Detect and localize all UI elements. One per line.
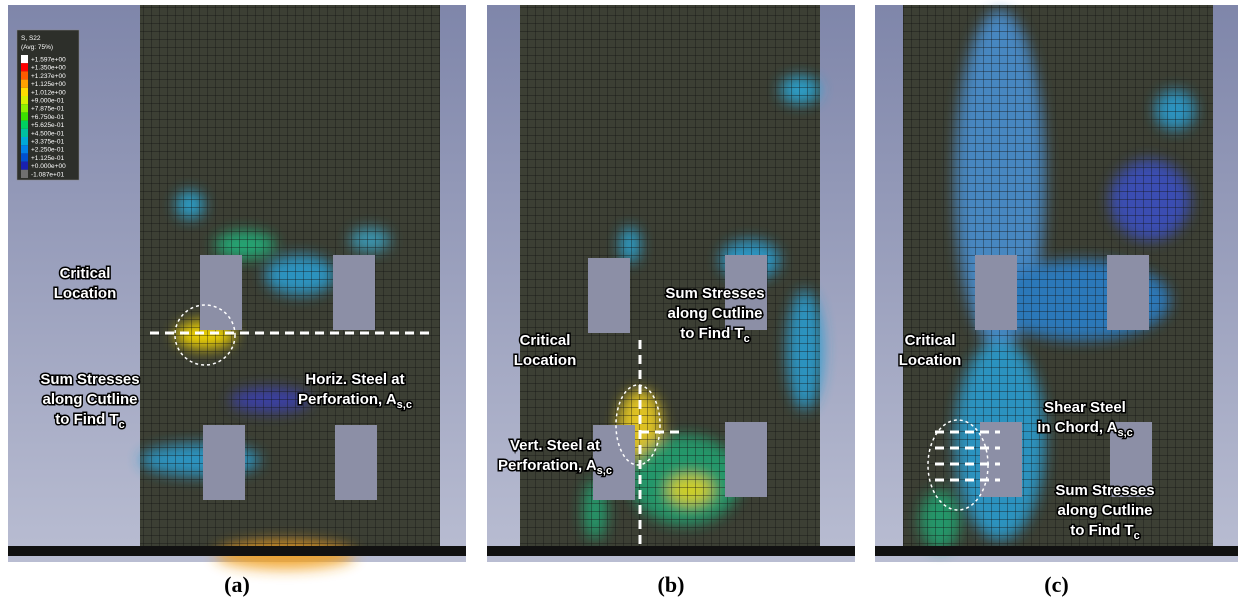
panel-label: (b) <box>658 572 685 597</box>
legend-swatch <box>21 55 28 63</box>
legend-swatch <box>21 96 28 104</box>
perforation <box>200 255 242 330</box>
panel-label: (c) <box>1044 572 1068 597</box>
legend-label: +2.250e-01 <box>31 147 64 154</box>
legend-label: +1.597e+00 <box>31 57 66 64</box>
legend-subtitle: (Avg: 75%) <box>21 44 53 51</box>
perforation <box>725 422 767 497</box>
annotation-line: Sum Stresses <box>665 285 764 302</box>
legend: S, S22 (Avg: 75%) +1.597e+00+1.350e+00+1.2… <box>17 30 79 180</box>
legend-label: +1.125e+00 <box>31 81 66 88</box>
panel: (c) Critical Location Shear Steel in Chord, … <box>875 5 1238 597</box>
legend-label: +4.500e-01 <box>31 130 64 137</box>
ground <box>875 546 1238 556</box>
perforation <box>975 255 1017 330</box>
annotation-line: along Cutline <box>668 305 763 322</box>
figure: (a) Critical Location Sum Stresses along Cut… <box>0 0 1245 605</box>
legend-swatch <box>21 104 28 112</box>
annotation-line: to Find T <box>680 325 743 342</box>
legend-swatch <box>21 88 28 96</box>
annotation-line: Shear Steel <box>1044 399 1126 416</box>
legend-swatch <box>21 63 28 71</box>
perforation <box>335 425 377 500</box>
perforation <box>1107 255 1149 330</box>
annotation: Vert. Steel at Perforation, As,c <box>498 437 612 477</box>
mesh <box>903 5 1213 550</box>
annotation-line: Location <box>54 285 117 302</box>
subscript: s,c <box>1117 427 1132 439</box>
legend-label: +1.125e-01 <box>31 155 64 162</box>
annotation-line: in Chord, A <box>1037 419 1117 436</box>
legend-swatch <box>21 112 28 120</box>
legend-swatch <box>21 80 28 88</box>
legend-swatch <box>21 137 28 145</box>
legend-label: +1.237e+00 <box>31 73 66 80</box>
legend-swatch <box>21 153 28 161</box>
legend-swatch <box>21 121 28 129</box>
legend-label: +1.350e+00 <box>31 65 66 72</box>
legend-label: +3.375e-01 <box>31 139 64 146</box>
annotation-line: Perforation, A <box>298 391 397 408</box>
legend-label: +1.012e+00 <box>31 89 66 96</box>
panel-label: (a) <box>224 572 250 597</box>
perforation <box>203 425 245 500</box>
annotation-line: Perforation, A <box>498 457 597 474</box>
annotation-line: Critical <box>60 265 111 282</box>
legend-label: -1.087e+01 <box>31 171 64 178</box>
legend-label: +7.875e-01 <box>31 106 64 113</box>
legend-label: +0.000e+00 <box>31 163 66 170</box>
subscript: c <box>1134 530 1140 542</box>
annotation-line: Sum Stresses <box>1055 482 1154 499</box>
annotation-line: Location <box>514 352 577 369</box>
mesh <box>140 5 440 550</box>
legend-swatch <box>21 145 28 153</box>
subscript: s,c <box>597 465 612 477</box>
annotation-line: Sum Stresses <box>40 371 139 388</box>
annotation-line: along Cutline <box>1058 502 1153 519</box>
subscript: c <box>744 333 750 345</box>
annotation-line: Horiz. Steel at <box>305 371 404 388</box>
ground <box>487 546 855 556</box>
annotation-line: to Find T <box>1070 522 1133 539</box>
legend-swatch <box>21 129 28 137</box>
perforation <box>588 258 630 333</box>
annotation-line: to Find T <box>55 411 118 428</box>
panel: (a) Critical Location Sum Stresses along Cut… <box>8 5 466 597</box>
legend-label: +9.000e-01 <box>31 98 64 105</box>
subscript: s,c <box>397 399 412 411</box>
legend-label: +5.625e-01 <box>31 122 64 129</box>
legend-label: +6.750e-01 <box>31 114 64 121</box>
annotation-line: Location <box>899 352 962 369</box>
subscript: c <box>119 419 125 431</box>
annotation: Horiz. Steel at Perforation, As,c <box>298 371 412 411</box>
annotation-line: Vert. Steel at <box>510 437 600 454</box>
panel: (b) Critical Location Sum Stresses along Cut… <box>487 5 855 597</box>
legend-swatch <box>21 162 28 170</box>
legend-title: S, S22 <box>21 35 41 42</box>
legend-swatch <box>21 71 28 79</box>
legend-swatch <box>21 170 28 178</box>
perforation <box>333 255 375 330</box>
annotation-line: Critical <box>520 332 571 349</box>
ground <box>8 546 466 556</box>
annotation-line: along Cutline <box>43 391 138 408</box>
annotation-line: Critical <box>905 332 956 349</box>
